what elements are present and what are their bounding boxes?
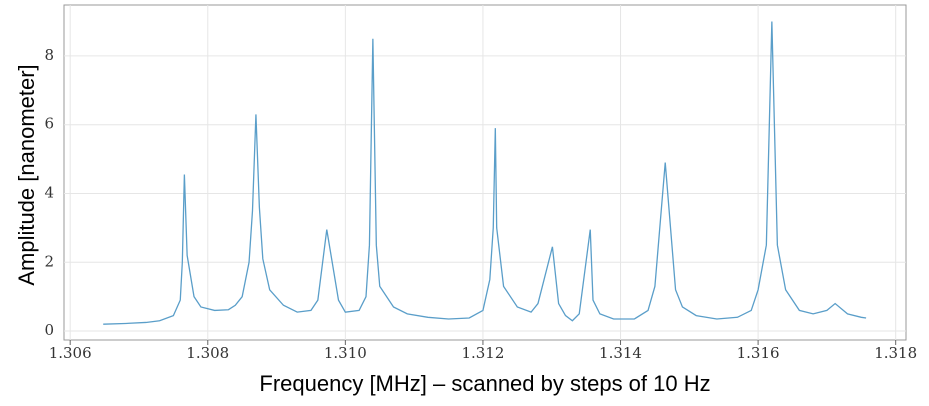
x-tick-label: 1.312 <box>461 344 504 362</box>
y-tick-label: 6 <box>44 115 54 133</box>
data-line <box>103 21 867 325</box>
x-tick-label: 1.316 <box>737 344 780 362</box>
x-tick-label: 1.306 <box>49 344 92 362</box>
x-tick-label: 1.308 <box>186 344 229 362</box>
x-axis-label: Frequency [MHz] – scanned by steps of 10… <box>259 371 710 396</box>
y-tick-label: 8 <box>44 46 54 64</box>
y-axis-label: Amplitude [nanometer] <box>14 64 39 285</box>
x-tick-label: 1.318 <box>874 344 917 362</box>
x-tick-label: 1.314 <box>599 344 642 362</box>
x-tick-label: 1.310 <box>324 344 367 362</box>
plot-frame <box>63 4 907 341</box>
y-tick-label: 4 <box>44 183 54 201</box>
y-tick-label: 0 <box>44 321 54 339</box>
y-tick-label: 2 <box>44 252 54 270</box>
